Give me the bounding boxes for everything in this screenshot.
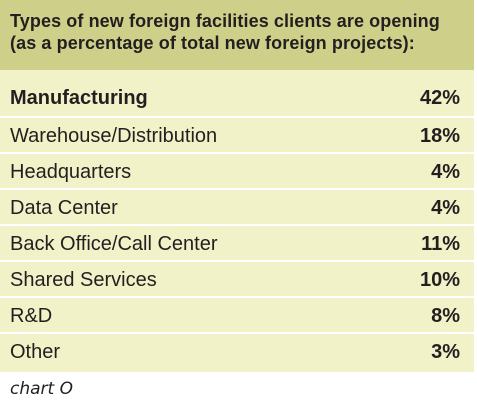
chart-table: Types of new foreign facilities clients … xyxy=(0,0,475,372)
row-value: 3% xyxy=(431,341,460,363)
row-value: 10% xyxy=(419,269,460,291)
chart-title: Types of new foreign facilities clients … xyxy=(10,11,440,53)
table-row: Data Center 4% xyxy=(0,188,474,224)
row-label: Manufacturing xyxy=(10,87,148,109)
row-label: Data Center xyxy=(10,197,118,219)
table-row: R&D 8% xyxy=(0,296,474,332)
table-row: Warehouse/Distribution 18% xyxy=(0,116,474,152)
row-label: Headquarters xyxy=(10,161,132,183)
table-row: Shared Services 10% xyxy=(0,260,474,296)
row-label: Shared Services xyxy=(10,269,157,291)
row-label: R&D xyxy=(10,305,53,327)
row-value: 4% xyxy=(431,197,460,219)
chart-caption: chart O xyxy=(10,379,73,399)
table-row: Other 3% xyxy=(0,332,474,368)
table-body: Manufacturing 42% Warehouse/Distribution 18… xyxy=(0,80,474,368)
row-value: 11% xyxy=(421,233,460,255)
row-value: 8% xyxy=(431,305,460,327)
chart-header: Types of new foreign facilities clients … xyxy=(0,0,474,70)
row-value: 18% xyxy=(419,125,460,147)
row-label: Back Office/Call Center xyxy=(10,233,218,255)
table-row: Back Office/Call Center 11% xyxy=(0,224,474,260)
table-row: Manufacturing 42% xyxy=(0,80,474,116)
row-label: Warehouse/Distribution xyxy=(10,125,218,147)
table-row: Headquarters 4% xyxy=(0,152,474,188)
row-value: 42% xyxy=(419,87,460,109)
row-label: Other xyxy=(10,341,61,363)
row-value: 4% xyxy=(431,161,460,183)
